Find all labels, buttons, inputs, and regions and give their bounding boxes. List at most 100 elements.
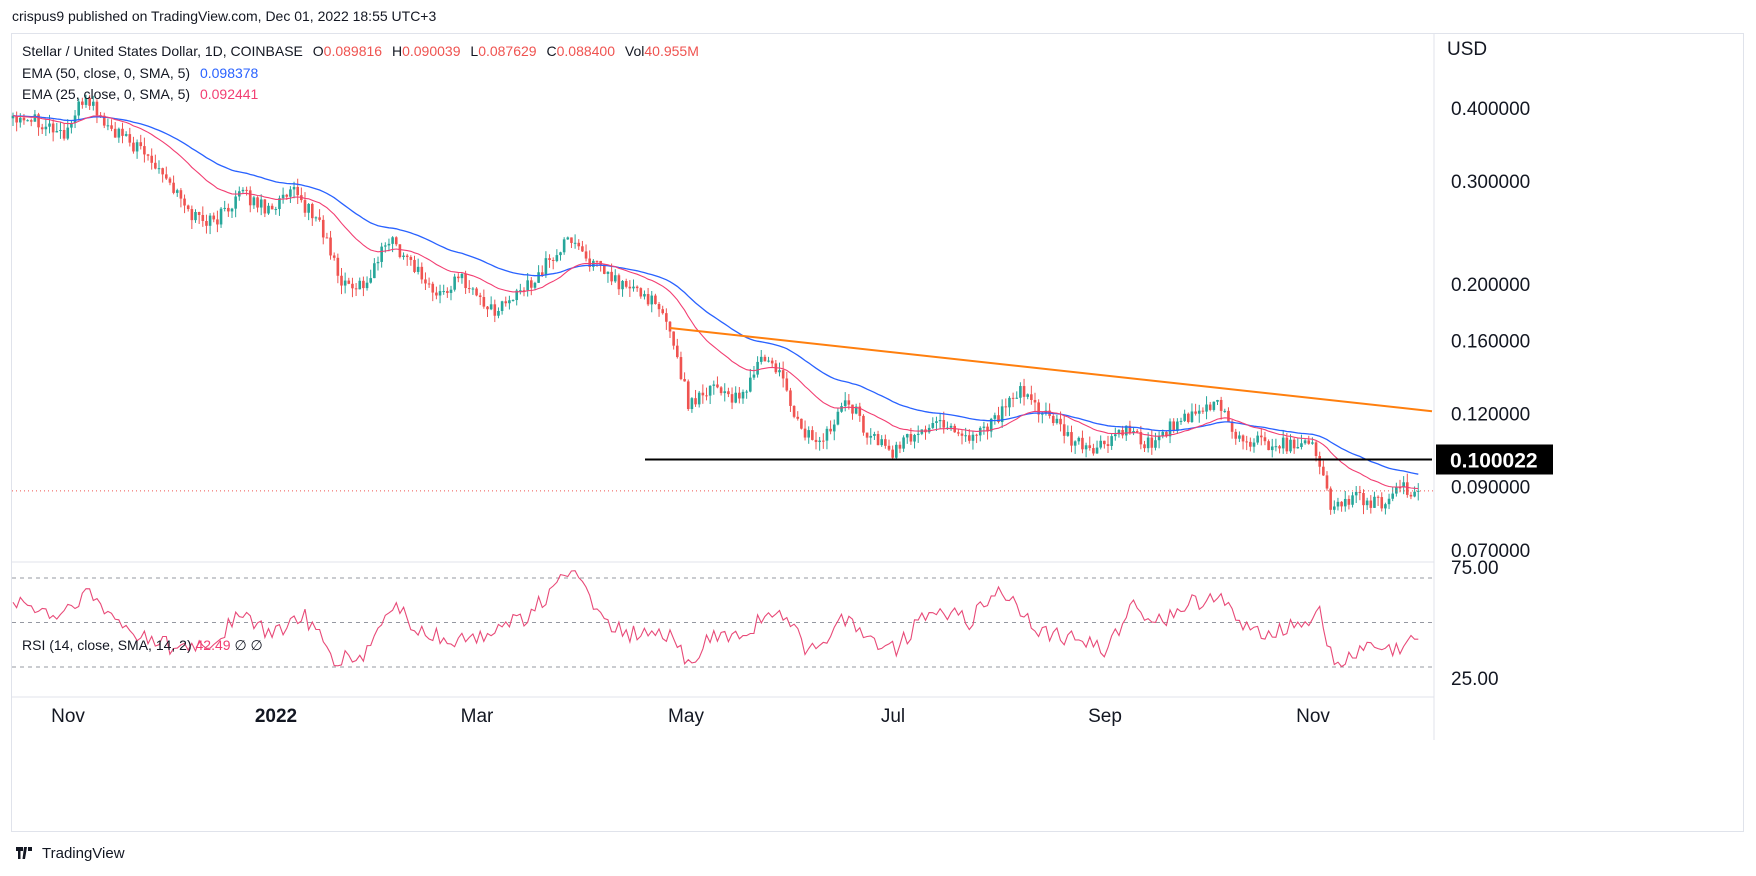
candle-body [887,445,891,450]
candle [1110,433,1113,450]
candle [613,269,617,283]
candle [749,368,752,393]
candle [55,122,59,133]
candle-body [197,212,201,216]
price-tick-label: 0.160000 [1451,331,1530,352]
candle-body [77,101,80,116]
candle-body [573,242,577,244]
candle-body [1201,410,1205,412]
candle-body [376,261,380,264]
candle-body [1194,411,1197,414]
candle-body [500,301,504,311]
candle [303,192,307,217]
candle-body [373,263,376,279]
candle [931,417,935,430]
candle-body [446,291,449,293]
candle [1019,382,1022,404]
candle [1073,440,1077,454]
candle-body [508,300,511,304]
candle-body [40,127,44,130]
candle [1037,399,1040,423]
candle [281,187,285,204]
candle [526,272,529,297]
candle [778,362,781,377]
candle [343,272,347,294]
candle [519,283,522,295]
candle [1106,435,1110,453]
candle-body [1358,491,1362,493]
candle [683,372,686,382]
candle-body [1362,492,1365,506]
tradingview-footer[interactable]: TradingView [14,845,125,862]
candle-body [610,271,613,282]
candle-body [1281,437,1285,449]
candle [588,250,591,272]
candle [1051,412,1055,426]
candle [679,351,683,381]
symbol-legend[interactable]: Stellar / United States Dollar, 1D, COIN… [22,42,705,61]
candle-body [588,258,591,267]
candle [1059,411,1062,432]
candle-body [902,437,905,449]
candle-body [865,432,869,438]
candle-body [281,194,285,199]
candle-body [1409,494,1413,497]
candle [431,281,435,302]
candle-body [1223,410,1227,412]
chart-frame [11,33,1744,832]
candle-body [920,429,924,434]
candle [723,383,727,402]
candle-body [1019,386,1022,398]
price-tick-label: 0.200000 [1451,275,1530,296]
candle-body [252,197,256,206]
candle-body [1103,440,1106,445]
candle [968,429,971,444]
candle-body [245,189,248,191]
candle [416,258,420,275]
candle [1095,440,1099,454]
candle [113,121,117,138]
candle [1165,431,1168,438]
candle [1343,491,1347,512]
candle-body [212,215,216,220]
candle-body [1413,491,1416,497]
time-tick-label: Sep [1088,706,1122,727]
candle-body [1077,437,1081,442]
candle [829,420,832,435]
candle-body [686,381,690,410]
candle-body [1336,501,1340,507]
candle [993,412,997,425]
ema50-legend[interactable]: EMA (50, close, 0, SMA, 5) 0.098378 [22,64,264,83]
candle [70,120,73,134]
rsi-legend[interactable]: RSI (14, close, SMA, 14, 2) 42.49 ∅ ∅ [22,637,263,654]
candle [373,258,376,279]
candle [938,413,942,430]
candle [628,280,632,297]
candle-body [442,291,445,293]
candle [1416,483,1420,501]
candle [807,426,810,444]
candle-body [154,162,157,169]
candle [792,405,796,419]
candle-body [723,391,727,394]
candle-body [876,433,880,446]
candle-body [270,205,274,210]
candle [927,424,931,434]
candle [29,118,33,127]
candle-body [1278,446,1281,449]
candle-body [800,418,803,429]
candle [676,338,679,359]
candle [179,188,183,208]
candle [756,356,759,378]
candle [73,110,77,129]
candle-body [1208,404,1212,410]
ema25-legend[interactable]: EMA (25, close, 0, SMA, 5) 0.092441 [22,85,264,104]
candle-body [533,282,537,288]
candle-body [1270,446,1274,451]
candle-body [227,207,230,212]
candle [701,384,705,404]
candle [442,284,445,295]
candle [318,209,321,222]
candle [719,386,723,396]
